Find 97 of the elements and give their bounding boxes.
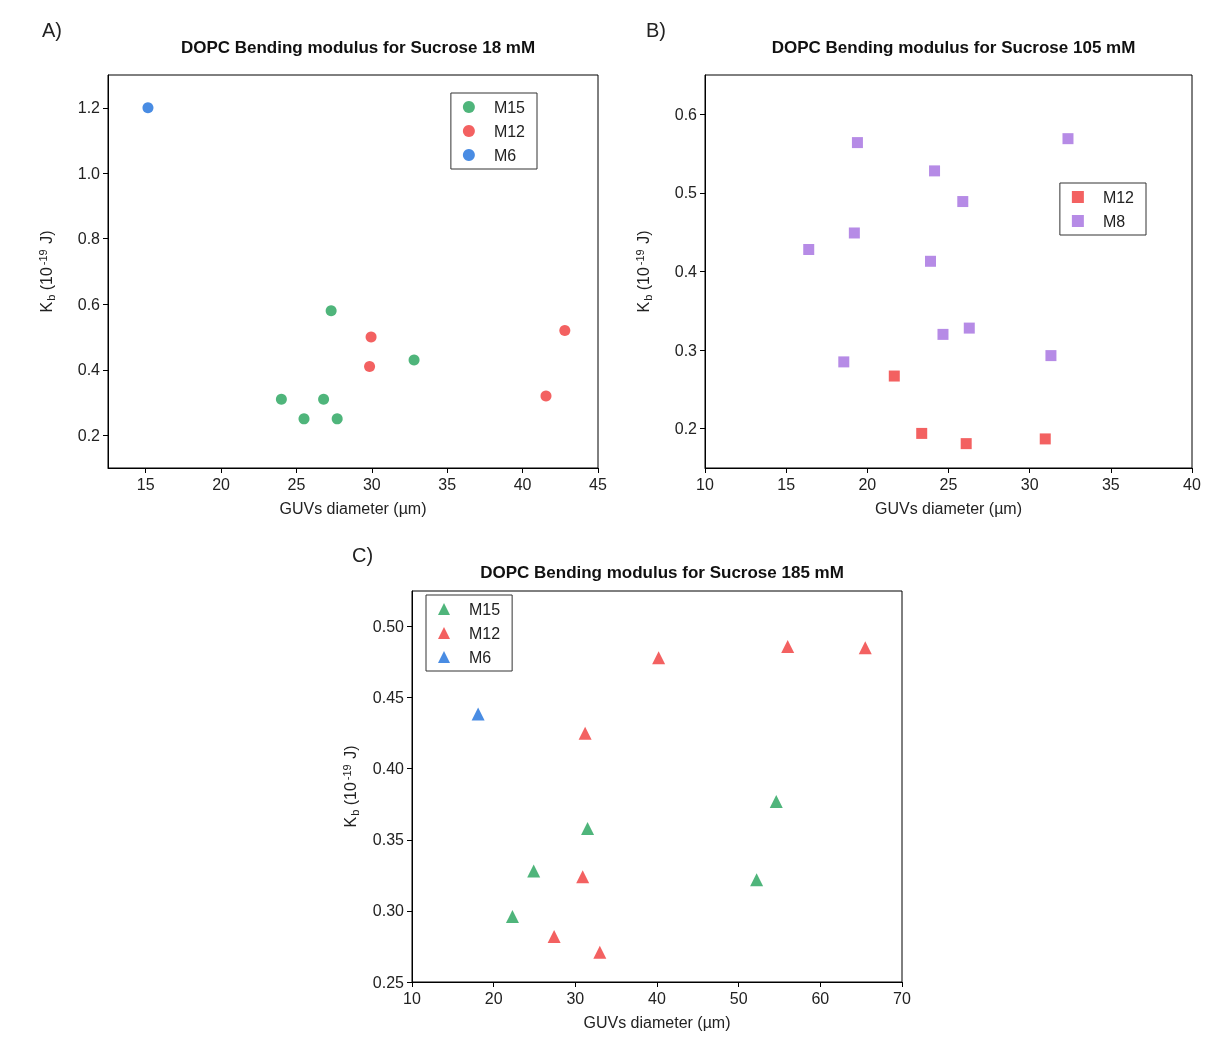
- point: [960, 438, 972, 450]
- point: [838, 356, 850, 368]
- legend-label: M12: [493, 122, 526, 140]
- x-tick-label: 35: [1101, 475, 1120, 493]
- point: [298, 413, 310, 425]
- point: [1045, 350, 1057, 362]
- y-tick-label: 0.25: [372, 973, 405, 991]
- x-tick-label: 15: [136, 475, 155, 493]
- x-tick-label: 30: [362, 475, 381, 493]
- y-axis-title: Kb (10-19 J): [36, 230, 57, 313]
- point: [888, 370, 900, 382]
- x-tick-label: 40: [648, 989, 666, 1007]
- chart-title: DOPC Bending modulus for Sucrose 18 mM: [180, 38, 536, 57]
- point: [803, 243, 815, 255]
- point: [527, 864, 541, 878]
- y-tick-label: 0.6: [77, 295, 101, 313]
- y-tick-label: 0.5: [674, 184, 698, 202]
- point: [505, 910, 519, 924]
- x-tick-label: 45: [589, 475, 607, 493]
- y-tick-label: 0.3: [674, 341, 698, 359]
- x-tick-label: 30: [1020, 475, 1039, 493]
- point: [275, 393, 287, 405]
- y-tick-label: 0.45: [372, 689, 405, 707]
- x-tick-label: 70: [893, 989, 911, 1007]
- x-tick-label: 20: [484, 989, 503, 1007]
- legend-label: M12: [469, 624, 501, 642]
- chart-title: DOPC Bending modulus for Sucrose 105 mM: [771, 38, 1136, 57]
- text: B): [646, 19, 666, 41]
- y-tick-label: 0.30: [372, 902, 405, 920]
- y-tick-label: 0.2: [77, 426, 101, 444]
- x-tick-label: 10: [403, 989, 421, 1007]
- x-axis-title: GUVs diameter (µm): [874, 499, 1023, 517]
- point: [924, 255, 936, 267]
- x-tick-label: 20: [858, 475, 877, 493]
- point: [331, 413, 343, 425]
- point: [929, 165, 941, 177]
- y-tick-label: 0.4: [674, 263, 698, 280]
- y-axis-title: Kb (10-19 J): [340, 745, 361, 828]
- point: [1039, 433, 1051, 445]
- y-axis-title: Kb (10-19 J): [633, 230, 654, 313]
- x-tick-label: 40: [1183, 475, 1201, 493]
- point: [957, 196, 969, 208]
- point: [593, 945, 607, 959]
- legend-label: M15: [469, 600, 501, 618]
- point: [325, 305, 337, 317]
- y-tick-label: 0.2: [674, 420, 698, 438]
- legend-label: M6: [469, 648, 492, 666]
- point: [540, 390, 552, 402]
- y-tick-label: 0.6: [674, 105, 698, 123]
- point: [578, 726, 592, 740]
- x-tick-label: 30: [566, 989, 585, 1007]
- text: C): [352, 544, 374, 566]
- point: [769, 794, 783, 808]
- point: [408, 354, 420, 366]
- x-tick-label: 40: [513, 475, 532, 493]
- y-tick-label: 1.2: [77, 99, 101, 117]
- x-tick-label: 15: [777, 475, 796, 493]
- x-tick-label: 25: [287, 475, 306, 493]
- legend-label: M8: [1102, 212, 1126, 230]
- text: A): [42, 19, 62, 41]
- point: [858, 641, 872, 655]
- y-tick-label: 1.0: [77, 164, 101, 182]
- chart-title: DOPC Bending modulus for Sucrose 185 mM: [480, 563, 844, 582]
- y-tick-label: 0.50: [372, 618, 405, 636]
- point: [781, 639, 795, 653]
- y-tick-label: 0.4: [77, 361, 101, 379]
- x-tick-label: 20: [212, 475, 231, 493]
- y-tick-label: 0.35: [372, 831, 405, 849]
- x-axis-title: GUVs diameter (µm): [279, 499, 427, 517]
- point: [142, 102, 154, 114]
- point: [547, 930, 561, 943]
- x-tick-label: 25: [939, 475, 958, 493]
- legend-label: M12: [1102, 188, 1135, 206]
- y-tick-label: 0.8: [77, 230, 101, 248]
- legend-label: M15: [493, 98, 526, 116]
- point: [750, 873, 764, 887]
- point: [364, 360, 376, 372]
- point: [916, 427, 928, 439]
- point: [318, 393, 330, 405]
- x-tick-label: 35: [438, 475, 457, 493]
- point: [581, 821, 595, 835]
- point: [963, 322, 975, 334]
- point: [1062, 133, 1074, 145]
- x-tick-label: 60: [811, 989, 830, 1007]
- x-tick-label: 10: [696, 475, 714, 493]
- point: [851, 137, 863, 149]
- point: [848, 227, 860, 239]
- y-tick-label: 0.40: [372, 760, 405, 778]
- point: [652, 651, 666, 665]
- point: [559, 324, 571, 336]
- x-axis-title: GUVs diameter (µm): [583, 1013, 731, 1031]
- point: [471, 707, 485, 721]
- point: [937, 328, 949, 340]
- x-tick-label: 50: [729, 989, 748, 1007]
- point: [576, 870, 590, 884]
- legend-label: M6: [493, 146, 517, 164]
- point: [365, 331, 377, 343]
